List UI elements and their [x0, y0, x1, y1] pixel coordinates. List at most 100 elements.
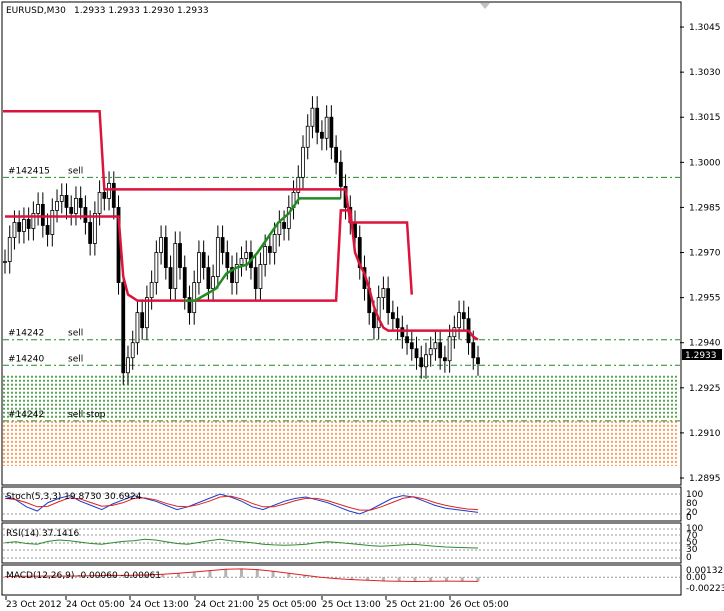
- candle-body: [154, 252, 159, 283]
- candle-body: [433, 342, 438, 350]
- macd-indicator: [3, 568, 680, 582]
- candle-body: [88, 222, 93, 244]
- candle-body: [92, 213, 97, 244]
- current-price-label: 1.2933: [685, 351, 717, 361]
- macd-level-zero: 0.00: [686, 573, 706, 583]
- candle-body: [272, 234, 277, 253]
- candle-body: [305, 125, 310, 148]
- stoch-signal-line: [4, 495, 479, 511]
- candle-body: [12, 222, 17, 238]
- symbol-timeframe: EURUSD,M30: [6, 6, 66, 16]
- time-tick-label: 24 Oct 05:00: [66, 600, 125, 610]
- candle-body: [452, 327, 457, 338]
- candle-body: [447, 336, 452, 362]
- candle-body: [357, 237, 362, 268]
- candle-body: [234, 264, 239, 283]
- candle-body: [282, 222, 286, 229]
- time-tick-label: 25 Oct 21:00: [386, 600, 445, 610]
- order-ticket: #142415: [8, 166, 50, 176]
- candle-body: [438, 342, 443, 359]
- candle-body: [102, 191, 107, 199]
- candle-body: [78, 198, 83, 208]
- macd-signal-line: [4, 568, 479, 582]
- candle-body: [442, 357, 447, 362]
- candle-body: [17, 222, 22, 232]
- candle-body: [26, 219, 31, 229]
- order-side: sell: [68, 329, 83, 339]
- chart-shift-marker[interactable]: [480, 3, 490, 9]
- rsi-line: [4, 538, 479, 549]
- candle-body: [386, 288, 391, 314]
- rsi-level-70: 70: [686, 531, 698, 541]
- rsi-level-50: 50: [686, 538, 698, 548]
- order-ticket: #14242: [8, 329, 44, 339]
- stop-lines: [3, 109, 479, 341]
- candle-body: [149, 282, 154, 299]
- ohlc-readout: 1.2933 1.2933 1.2930 1.2933: [74, 6, 209, 16]
- candle-body: [59, 194, 64, 202]
- stochastic-indicator: [3, 493, 680, 515]
- candle-body: [414, 348, 419, 359]
- stoch-label: Stoch(5,3,3) 19.8730 30.6924: [6, 492, 142, 502]
- candle-body: [130, 342, 135, 359]
- candle-body: [253, 267, 258, 289]
- candle-body: [286, 207, 291, 229]
- candle-body: [211, 276, 216, 289]
- macd-pane-frame: [1, 564, 682, 596]
- price-tick-label: 1.2985: [689, 203, 721, 213]
- candle-body: [3, 261, 7, 263]
- candle-body: [83, 207, 88, 223]
- stoch-level-20: 20: [686, 508, 698, 518]
- rsi-level-0: 0: [686, 553, 692, 563]
- candle-body: [140, 312, 145, 329]
- macd-level-min: -0.00223: [686, 584, 724, 594]
- candle-body: [244, 252, 249, 259]
- time-tick-label: 25 Oct 13:00: [322, 600, 381, 610]
- candle-body: [182, 267, 187, 299]
- candle-body: [263, 246, 268, 265]
- stoch-pane-frame: [1, 486, 682, 522]
- candle-body: [40, 204, 45, 226]
- stoch-level-0: 0: [686, 513, 692, 523]
- price-tick-label: 1.3045: [689, 23, 721, 33]
- candle-body: [315, 107, 320, 133]
- candle-body: [36, 204, 41, 214]
- candle-body: [31, 213, 36, 229]
- order-ticket: #14242: [8, 410, 44, 420]
- candle-body: [428, 348, 433, 356]
- candle-body: [419, 357, 424, 368]
- order-stripes: [3, 375, 677, 466]
- candle-body: [126, 357, 130, 374]
- candle-body: [258, 264, 263, 289]
- trailing-stop-red: [5, 209, 479, 341]
- time-tick-label: 24 Oct 21:00: [195, 600, 254, 610]
- candle-body: [310, 107, 315, 127]
- order-side: sell: [68, 166, 83, 176]
- current-price-box: [682, 349, 722, 360]
- price-tick-label: 1.3015: [689, 113, 721, 123]
- price-tick-label: 1.2940: [689, 339, 721, 349]
- candle-body: [409, 342, 414, 350]
- price-tick-label: 1.2955: [689, 294, 721, 304]
- macd-label: MACD(12,26,9) -0.00060 -0.00061: [6, 571, 161, 581]
- candle-body: [22, 219, 26, 232]
- candle-body: [400, 327, 405, 338]
- candle-body: [338, 161, 343, 187]
- candle-body: [55, 201, 59, 211]
- candle-body: [320, 131, 324, 139]
- order-side: sell: [68, 354, 83, 364]
- candle-body: [173, 243, 178, 289]
- time-axis: 23 Oct 2012 24 Oct 05:00 24 Oct 13:00 24 Oc…: [5, 596, 509, 610]
- candle-body: [206, 267, 211, 289]
- candle-body: [201, 252, 206, 268]
- price-tick-label: 1.3000: [689, 158, 721, 168]
- candle-body: [334, 146, 339, 163]
- time-tick-label: 23 Oct 2012: [6, 600, 62, 610]
- candle-body: [267, 246, 272, 253]
- candle-body: [324, 116, 329, 139]
- candle-body: [45, 225, 50, 235]
- candle-body: [471, 342, 476, 359]
- stoch-level-80: 80: [686, 499, 698, 509]
- candle-body: [168, 267, 173, 289]
